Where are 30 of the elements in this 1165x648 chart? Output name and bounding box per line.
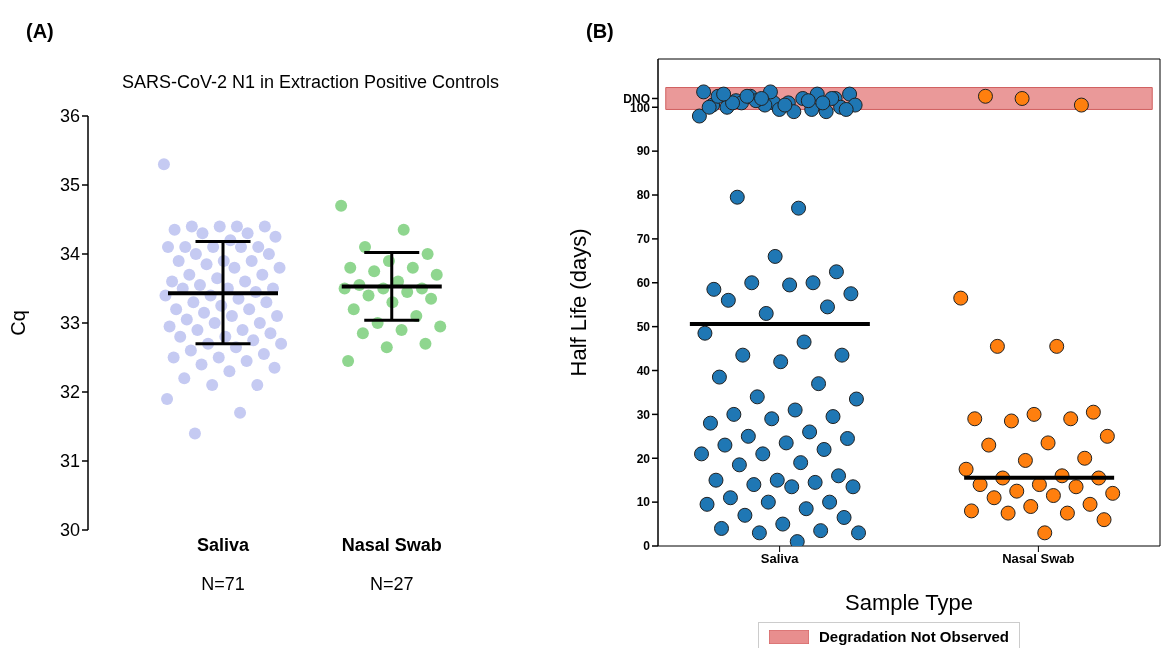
y-tick-label: 70 xyxy=(636,232,651,247)
x-tick-label: Nasal Swab xyxy=(341,534,442,555)
y-tick-label: 80 xyxy=(636,188,651,203)
chart-title: SARS-CoV-2 N1 in Extraction Positive Controls xyxy=(120,72,501,93)
y-tick-label: 60 xyxy=(636,276,651,291)
text: N=71 xyxy=(200,574,246,595)
y-tick-label: 40 xyxy=(636,363,651,378)
x-axis-title: Sample Type xyxy=(844,590,974,615)
x-tick-label: Saliva xyxy=(760,551,800,567)
text: (A) xyxy=(26,20,54,43)
y-tick-label: 32 xyxy=(59,382,80,403)
y-axis-title: Half Life (days) xyxy=(565,228,591,377)
y-tick-label: 34 xyxy=(59,244,80,265)
y-tick-label: 20 xyxy=(636,451,651,466)
y-tick-label: 30 xyxy=(59,520,80,541)
y-tick-label: 50 xyxy=(636,319,651,334)
y-tick-label: 0 xyxy=(643,539,651,554)
x-tick-label: Saliva xyxy=(196,534,251,555)
y-axis-title: Cq xyxy=(7,310,30,336)
y-tick-label: 90 xyxy=(636,144,651,159)
y-tick-label: 31 xyxy=(59,451,80,472)
y-tick-label: 10 xyxy=(636,495,651,510)
y-tick-label: 35 xyxy=(59,175,80,196)
y-tick-label: 30 xyxy=(636,407,651,422)
text: N=27 xyxy=(368,574,415,595)
text: (B) xyxy=(586,20,614,43)
legend-label: Degradation Not Observed xyxy=(819,628,1010,645)
y-tick-label: 33 xyxy=(59,313,80,334)
x-tick-label: Nasal Swab xyxy=(1002,551,1075,567)
y-tick-label: 36 xyxy=(59,106,80,127)
